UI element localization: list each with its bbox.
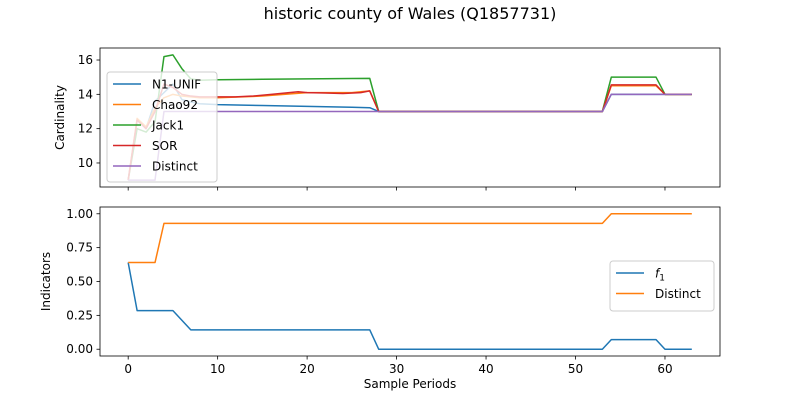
x-tick-label: 40 [478, 362, 493, 376]
x-axis-label: Sample Periods [364, 377, 456, 391]
series-line-distinct [128, 213, 692, 264]
axes-frame [99, 47, 721, 188]
legend-label: N1-UNIF [152, 78, 201, 92]
legend-label: Jack1 [151, 119, 184, 133]
y-tick-label: 1.00 [66, 207, 93, 221]
x-tick-label: 0 [124, 362, 132, 376]
legend-label: Distinct [152, 160, 198, 174]
series-line-f1 [127, 262, 692, 350]
x-tick-label: 10 [210, 362, 225, 376]
figure-title: historic county of Wales (Q1857731) [264, 4, 557, 23]
y-tick-label: 10 [78, 156, 93, 170]
x-tick-label: 50 [568, 362, 583, 376]
legend-box [609, 260, 715, 312]
y-tick-label: 0.25 [66, 308, 93, 322]
legend-box [106, 71, 218, 183]
legend-label: f1 [655, 267, 665, 284]
y-tick-label: 0.50 [66, 275, 93, 289]
y-tick-label: 14 [78, 87, 93, 101]
plot-area [127, 213, 692, 350]
y-axis-label: Cardinality [53, 85, 67, 150]
legend-label: SOR [152, 139, 177, 153]
y-tick-label: 12 [78, 122, 93, 136]
y-tick-label: 0.00 [66, 342, 93, 356]
x-tick-label: 60 [657, 362, 672, 376]
y-tick-label: 0.75 [66, 241, 93, 255]
y-tick-label: 16 [78, 53, 93, 67]
cardinality-panel: 10 12 14 16 Cardinality N1-UNIF Chao92 Jack1 SOR… [53, 47, 721, 191]
y-axis-label: Indicators [39, 252, 53, 311]
legend-label: Distinct [655, 287, 701, 301]
indicators-panel: 0 10 20 30 40 50 60 0.00 0.25 0.50 0.75 1.00 Indicat… [39, 206, 721, 391]
legend-label: Chao92 [152, 98, 198, 112]
x-tick-label: 20 [299, 362, 314, 376]
x-tick-label: 30 [389, 362, 404, 376]
